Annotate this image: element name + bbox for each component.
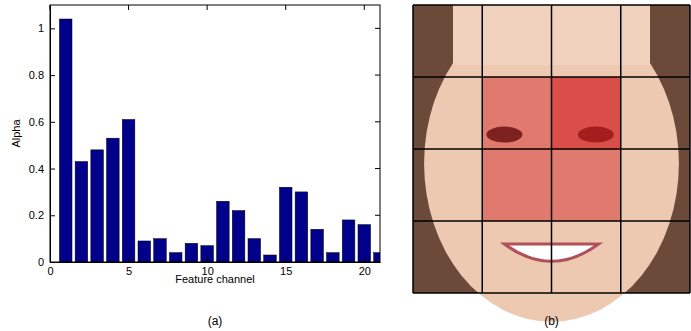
y-axis: 0 0.2 0.4 0.6 0.8 1 xyxy=(29,6,55,269)
bar xyxy=(185,243,198,262)
bar xyxy=(122,119,135,262)
tick: 0.4 xyxy=(29,163,55,175)
grid-line xyxy=(413,148,690,150)
tick: 0.6 xyxy=(29,116,55,128)
y-axis-title: Alpha xyxy=(10,119,22,148)
face-image xyxy=(413,5,690,322)
tick-mark xyxy=(375,75,380,76)
highlight-cell xyxy=(482,149,551,221)
face xyxy=(424,5,679,322)
grid-line xyxy=(413,292,690,294)
highlight-cell xyxy=(552,77,621,149)
tick-label: 0 xyxy=(38,256,44,268)
tick-mark xyxy=(129,257,130,262)
tick-label: 0.2 xyxy=(29,209,44,221)
bar xyxy=(342,220,355,262)
axis-line xyxy=(50,6,51,263)
bar xyxy=(201,246,214,262)
tick-label: 15 xyxy=(280,265,292,277)
tick-mark xyxy=(50,262,55,263)
bar xyxy=(248,239,261,262)
tick-label: 0.4 xyxy=(29,163,44,175)
tick-mark xyxy=(50,169,55,170)
bar xyxy=(327,253,340,262)
tick-label: 1 xyxy=(38,22,44,34)
grid-line xyxy=(689,5,691,293)
bar xyxy=(169,253,182,262)
tick-label: 0 xyxy=(47,265,53,277)
grid-line xyxy=(413,220,690,222)
bar xyxy=(279,187,292,262)
axis-line xyxy=(51,262,381,263)
tick-label: 20 xyxy=(359,265,371,277)
tick-mark xyxy=(50,122,55,123)
tick: 20 xyxy=(359,257,371,277)
bar xyxy=(295,192,308,262)
highlight-cell xyxy=(482,77,551,149)
tick-mark xyxy=(50,5,51,10)
bar xyxy=(264,255,277,262)
tick-mark xyxy=(375,168,380,169)
tick: 1 xyxy=(38,22,55,34)
bar xyxy=(91,150,104,262)
tick: 0.8 xyxy=(29,69,55,81)
highlight-cell xyxy=(552,149,621,221)
caption: (b) xyxy=(544,314,559,328)
tick-mark xyxy=(50,28,55,29)
tick: 15 xyxy=(280,257,292,277)
bar xyxy=(107,138,120,262)
tick-mark xyxy=(375,28,380,29)
grid-line xyxy=(620,5,622,293)
figure: 0510152000.20.40.60.81Feature channelAlp… xyxy=(0,0,691,331)
bar xyxy=(311,229,324,262)
bar xyxy=(217,201,230,262)
x-axis-title: Feature channel xyxy=(175,273,255,285)
tick-mark xyxy=(128,5,129,10)
tick-label: 5 xyxy=(126,265,132,277)
tick: 0 xyxy=(38,256,55,268)
tick-mark xyxy=(375,121,380,122)
tick-mark xyxy=(207,5,208,10)
tick-mark xyxy=(286,257,287,262)
bars xyxy=(59,19,380,262)
tick: 5 xyxy=(126,257,132,277)
tick-mark xyxy=(364,5,365,10)
caption: (a) xyxy=(208,314,223,328)
tick-mark xyxy=(375,215,380,216)
bar xyxy=(138,241,151,262)
tick-mark xyxy=(50,215,55,216)
bar xyxy=(59,19,72,262)
tick-label: 0.8 xyxy=(29,69,44,81)
tick-mark xyxy=(50,75,55,76)
bar xyxy=(154,239,167,262)
bar xyxy=(358,225,371,262)
tick-label: 0.6 xyxy=(29,116,44,128)
plot-frame xyxy=(50,5,380,262)
bar xyxy=(374,253,380,262)
tick-mark xyxy=(207,257,208,262)
tick-mark xyxy=(285,5,286,10)
tick-mark xyxy=(364,257,365,262)
bar xyxy=(75,162,88,262)
bar xyxy=(232,211,245,262)
tick-mark xyxy=(375,262,380,263)
tick: 0.2 xyxy=(29,209,55,221)
